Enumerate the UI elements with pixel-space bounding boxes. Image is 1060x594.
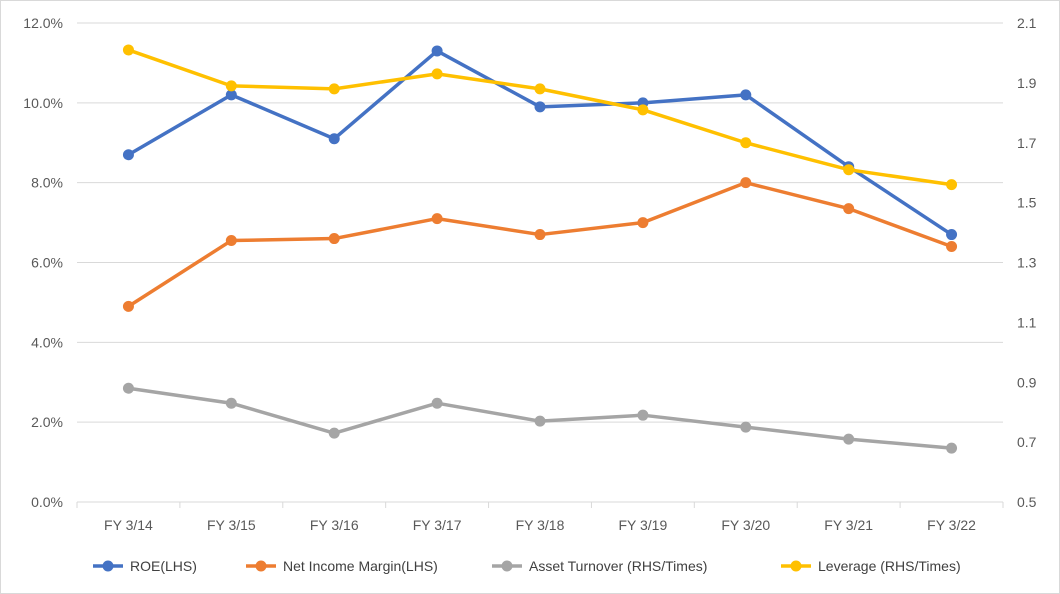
right-axis-tick-label: 1.9	[1017, 75, 1037, 91]
series-line-net-income-margin-lhs	[127, 180, 953, 308]
right-axis-tick-label: 1.3	[1017, 255, 1037, 271]
data-point-asset-turnover-rhs-times	[946, 442, 958, 454]
data-point-leverage-rhs-times	[431, 68, 443, 80]
x-axis-tick-label: FY 3/19	[618, 517, 667, 533]
right-axis-tick-label: 1.5	[1017, 195, 1037, 211]
x-axis-tick-label: FY 3/16	[310, 517, 359, 533]
legend-swatch-marker	[102, 560, 114, 572]
right-axis-tick-label: 2.1	[1017, 15, 1037, 31]
data-point-leverage-rhs-times	[740, 137, 752, 149]
left-axis-tick-label: 12.0%	[23, 15, 63, 31]
gridlines	[77, 22, 1003, 503]
data-point-leverage-rhs-times	[534, 83, 546, 95]
data-point-net-income-margin-lhs	[431, 213, 443, 225]
data-point-net-income-margin-lhs	[122, 300, 134, 312]
x-axis-tick-label: FY 3/20	[721, 517, 770, 533]
data-point-leverage-rhs-times	[225, 80, 237, 92]
x-axis-tick-label: FY 3/18	[516, 517, 565, 533]
right-axis-tick-label: 1.7	[1017, 135, 1037, 151]
x-axis-tick-label: FY 3/15	[207, 517, 256, 533]
data-point-asset-turnover-rhs-times	[122, 382, 134, 394]
data-point-roe-lhs	[225, 89, 237, 101]
axes: 0.0% 2.0% 4.0% 6.0% 8.0% 10.0% 12.0% 0.5 0.7 0.9 1…	[23, 15, 1036, 533]
legend: ROE(LHS) Net Income Margin(LHS) Asset Turn…	[93, 558, 961, 574]
series-line-roe-lhs	[127, 49, 953, 237]
legend-swatch-marker	[790, 560, 802, 572]
data-point-roe-lhs	[946, 229, 958, 241]
data-point-asset-turnover-rhs-times	[328, 427, 340, 439]
data-point-asset-turnover-rhs-times	[534, 415, 546, 427]
x-axis-tick-label: FY 3/21	[824, 517, 873, 533]
data-point-leverage-rhs-times	[637, 104, 649, 116]
legend-label-roe-lhs: ROE(LHS)	[130, 558, 197, 574]
left-axis-tick-label: 2.0%	[31, 414, 63, 430]
left-axis-tick-label: 6.0%	[31, 255, 63, 271]
data-point-net-income-margin-lhs	[534, 229, 546, 241]
right-axis-tick-label: 0.5	[1017, 494, 1037, 510]
x-axis-tick-label: FY 3/17	[413, 517, 462, 533]
left-axis-tick-label: 10.0%	[23, 95, 63, 111]
data-point-roe-lhs	[534, 101, 546, 113]
left-axis-tick-label: 8.0%	[31, 175, 63, 191]
data-point-net-income-margin-lhs	[225, 235, 237, 247]
data-point-net-income-margin-lhs	[328, 233, 340, 245]
data-point-leverage-rhs-times	[122, 44, 134, 56]
data-point-asset-turnover-rhs-times	[431, 397, 443, 409]
legend-swatch-marker	[501, 560, 513, 572]
data-point-net-income-margin-lhs	[740, 177, 752, 189]
data-point-roe-lhs	[431, 45, 443, 57]
series-lines	[122, 44, 958, 454]
legend-label-leverage-rhs-times: Leverage (RHS/Times)	[818, 558, 961, 574]
data-point-asset-turnover-rhs-times	[740, 421, 752, 433]
x-axis-tick-label: FY 3/22	[927, 517, 976, 533]
right-axis-tick-label: 1.1	[1017, 314, 1037, 330]
data-point-net-income-margin-lhs	[637, 217, 649, 229]
legend-swatch-marker	[255, 560, 267, 572]
data-point-asset-turnover-rhs-times	[225, 397, 237, 409]
data-point-leverage-rhs-times	[843, 164, 855, 176]
data-point-roe-lhs	[740, 89, 752, 101]
legend-label-net-income-margin-lhs: Net Income Margin(LHS)	[283, 558, 438, 574]
legend-label-asset-turnover-rhs-times: Asset Turnover (RHS/Times)	[529, 558, 707, 574]
x-axis-tick-label: FY 3/14	[104, 517, 153, 533]
data-point-asset-turnover-rhs-times	[637, 409, 649, 421]
data-point-leverage-rhs-times	[946, 179, 958, 191]
data-point-leverage-rhs-times	[328, 83, 340, 95]
data-point-net-income-margin-lhs	[843, 203, 855, 215]
right-axis-tick-label: 0.9	[1017, 374, 1037, 390]
data-point-asset-turnover-rhs-times	[843, 433, 855, 445]
left-axis-tick-label: 0.0%	[31, 494, 63, 510]
left-axis-tick-label: 4.0%	[31, 334, 63, 350]
data-point-roe-lhs	[122, 149, 134, 161]
data-point-net-income-margin-lhs	[946, 241, 958, 253]
series-line-leverage-rhs-times	[127, 48, 952, 187]
data-point-roe-lhs	[328, 133, 340, 145]
right-axis-tick-label: 0.7	[1017, 434, 1037, 450]
